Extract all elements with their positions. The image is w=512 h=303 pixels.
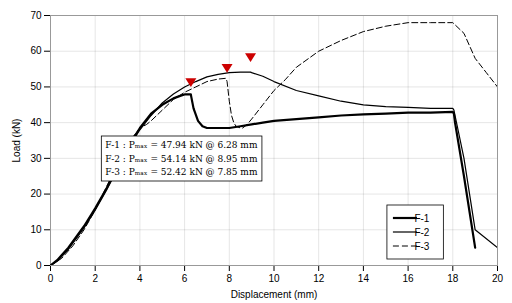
- svg-text:F-3: F-3: [414, 241, 429, 252]
- svg-text:0: 0: [36, 260, 42, 271]
- svg-text:12: 12: [313, 273, 325, 284]
- svg-text:10: 10: [30, 224, 42, 235]
- svg-text:Load (kN): Load (kN): [11, 119, 22, 163]
- svg-text:2: 2: [92, 273, 98, 284]
- svg-text:20: 20: [492, 273, 504, 284]
- svg-text:10: 10: [268, 273, 280, 284]
- svg-text:70: 70: [30, 10, 42, 21]
- svg-text:16: 16: [403, 273, 415, 284]
- svg-text:4: 4: [137, 273, 143, 284]
- svg-text:40: 40: [30, 117, 42, 128]
- svg-text:14: 14: [358, 273, 370, 284]
- svg-text:0: 0: [48, 273, 54, 284]
- svg-text:50: 50: [30, 81, 42, 92]
- svg-text:8: 8: [227, 273, 233, 284]
- svg-text:Displacement (mm): Displacement (mm): [231, 289, 318, 300]
- svg-text:6: 6: [182, 273, 188, 284]
- svg-text:30: 30: [30, 153, 42, 164]
- svg-text:60: 60: [30, 45, 42, 56]
- svg-text:18: 18: [447, 273, 459, 284]
- svg-text:F-2: F-2: [414, 227, 429, 238]
- svg-text:F-1 : Pₘₐₓ = 47.94 kN @ 6.28 m: F-1 : Pₘₐₓ = 47.94 kN @ 6.28 mmF-2 : Pₘₐ…: [105, 140, 258, 177]
- svg-text:F-1: F-1: [414, 213, 429, 224]
- svg-text:20: 20: [30, 188, 42, 199]
